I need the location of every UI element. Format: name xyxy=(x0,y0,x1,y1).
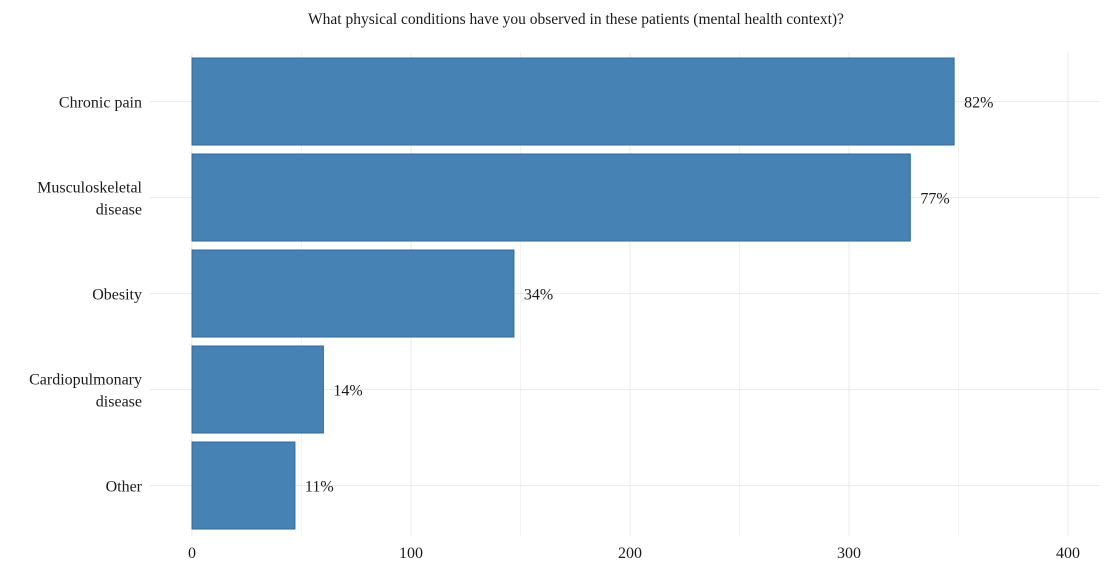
data-label: 82% xyxy=(964,95,993,112)
category-label: Cardiopulmonary disease xyxy=(29,372,142,411)
category-label-line: disease xyxy=(96,394,142,411)
category-label: Other xyxy=(106,479,143,496)
value-axis: 0 100 200 300 400 xyxy=(188,545,1080,562)
category-axis: Chronic pain Musculoskeletal disease Obesit… xyxy=(29,95,143,496)
x-tick-label: 300 xyxy=(837,545,861,562)
category-label: Chronic pain xyxy=(59,95,142,112)
category-label-line: Cardiopulmonary xyxy=(29,372,142,389)
data-label: 77% xyxy=(920,191,949,208)
x-tick-label: 100 xyxy=(399,545,423,562)
data-label: 11% xyxy=(305,479,334,496)
bar xyxy=(191,249,515,338)
category-label-line: Chronic pain xyxy=(59,95,142,112)
category-label-line: disease xyxy=(96,202,142,219)
category-label-line: Musculoskeletal xyxy=(37,180,142,197)
data-label: 34% xyxy=(524,287,553,304)
x-tick-label: 400 xyxy=(1056,545,1080,562)
category-label: Musculoskeletal disease xyxy=(37,180,142,219)
data-labels: 82% 77% 34% 14% 11% xyxy=(305,95,994,496)
data-label: 14% xyxy=(333,383,362,400)
category-label: Obesity xyxy=(92,287,142,304)
x-tick-label: 200 xyxy=(618,545,642,562)
category-label-line: Other xyxy=(106,479,143,496)
x-tick-label: 0 xyxy=(188,545,196,562)
chart-title: What physical conditions have you observ… xyxy=(308,11,844,28)
bar xyxy=(191,441,296,530)
bars xyxy=(191,57,955,530)
bar xyxy=(191,57,955,146)
bar xyxy=(191,153,911,242)
category-label-line: Obesity xyxy=(92,287,142,304)
bar xyxy=(191,345,324,434)
